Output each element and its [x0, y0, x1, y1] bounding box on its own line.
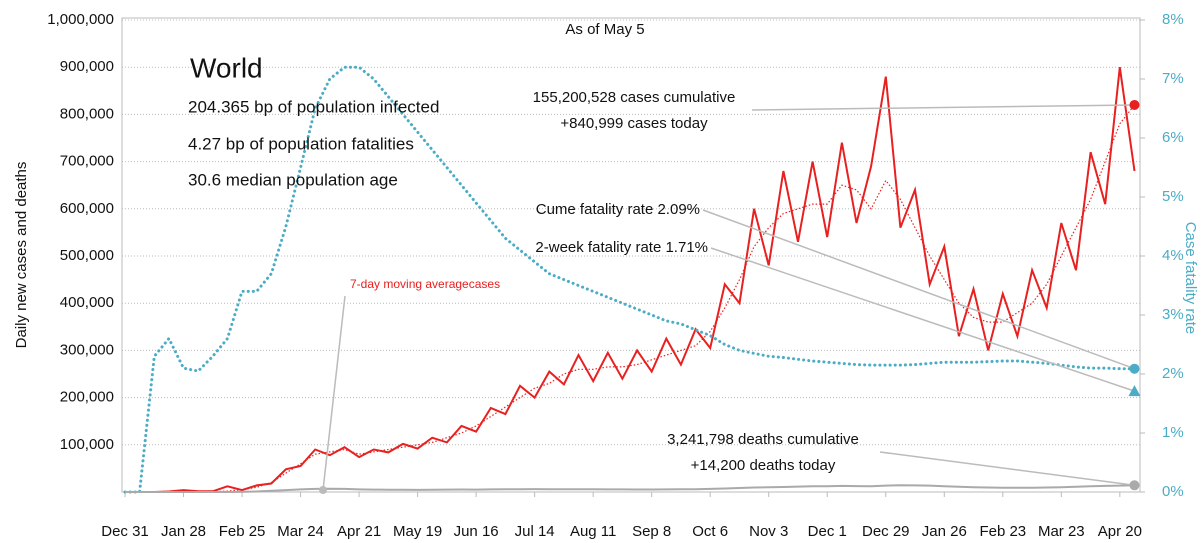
series-line [123, 65, 1136, 494]
end-marker [1129, 99, 1140, 110]
y-tick-label: 400,000 [60, 294, 114, 311]
series-line [125, 104, 1135, 493]
x-tick-label: Dec 1 [808, 523, 847, 540]
annotation: +14,200 deaths today [691, 457, 836, 474]
y2-tick-label: 4% [1162, 247, 1184, 264]
end-marker [1128, 385, 1141, 397]
x-tick-label: Apr 21 [337, 523, 381, 540]
x-tick-label: Jan 28 [161, 523, 206, 540]
y2-tick-label: 0% [1162, 483, 1184, 500]
y-tick-label: 500,000 [60, 247, 114, 264]
annotation: Cume fatality rate 2.09% [536, 201, 700, 218]
y-tick-label: 800,000 [60, 105, 114, 122]
x-tick-label: Oct 6 [692, 523, 728, 540]
start-marker [319, 486, 327, 494]
annotation: 30.6 median population age [188, 170, 398, 189]
annotation: 2-week fatality rate 1.71% [535, 239, 708, 256]
y2-tick-label: 3% [1162, 306, 1184, 323]
leader-line [710, 247, 1135, 392]
annotation: +840,999 cases today [560, 115, 708, 132]
leader-line [751, 104, 1135, 111]
x-tick-label: May 19 [393, 523, 442, 540]
y-tick-label: 1,000,000 [47, 11, 114, 28]
annotation: 4.27 bp of population fatalities [188, 134, 414, 153]
x-tick-label: Feb 25 [219, 523, 266, 540]
x-tick-label: Dec 29 [862, 523, 910, 540]
end-marker [1129, 363, 1140, 374]
y2-tick-label: 8% [1162, 11, 1184, 28]
y-tick-label: 600,000 [60, 200, 114, 217]
y-tick-label: 700,000 [60, 153, 114, 170]
annotation: 3,241,798 deaths cumulative [667, 431, 859, 448]
x-tick-label: Dec 31 [101, 523, 149, 540]
x-tick-label: Jul 14 [515, 523, 555, 540]
y2-axis-title: Case fatality rate [1182, 222, 1199, 335]
y2-tick-label: 7% [1162, 70, 1184, 87]
leader-line [702, 209, 1135, 370]
y2-tick-label: 5% [1162, 188, 1184, 205]
leader-line [879, 451, 1135, 487]
x-tick-label: Nov 3 [749, 523, 788, 540]
y-tick-label: 200,000 [60, 389, 114, 406]
annotation: World [190, 52, 263, 83]
x-tick-label: Aug 11 [570, 523, 616, 540]
x-tick-label: Apr 20 [1098, 523, 1142, 540]
series-line [125, 484, 1135, 493]
y-tick-label: 300,000 [60, 341, 114, 358]
x-tick-label: Sep 8 [632, 523, 671, 540]
x-tick-label: Mar 23 [1038, 523, 1085, 540]
plot-frame [121, 17, 1141, 493]
leader-line [322, 295, 346, 491]
x-tick-label: Mar 24 [277, 523, 324, 540]
end-marker [1129, 480, 1140, 491]
series-label: 7-day moving averagecases [350, 277, 500, 291]
annotation: 155,200,528 cases cumulative [533, 89, 736, 106]
y2-tick-label: 1% [1162, 424, 1184, 441]
annotation: 204.365 bp of population infected [188, 97, 439, 116]
annotation: As of May 5 [565, 21, 644, 38]
y-axis-title: Daily new cases and deaths [13, 162, 30, 349]
y2-tick-label: 6% [1162, 129, 1184, 146]
x-tick-label: Jun 16 [454, 523, 499, 540]
y2-tick-label: 2% [1162, 365, 1184, 382]
x-tick-label: Jan 26 [922, 523, 967, 540]
x-tick-label: Feb 23 [979, 523, 1026, 540]
series-line [125, 67, 1136, 493]
y-tick-label: 100,000 [60, 436, 114, 453]
y-tick-label: 900,000 [60, 58, 114, 75]
